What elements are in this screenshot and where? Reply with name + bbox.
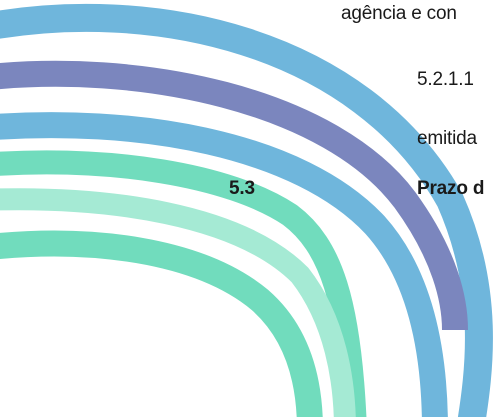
swoosh-band-indigo [0, 60, 468, 331]
swoosh-band-mint-bottom [0, 230, 323, 417]
swoosh-band-blue-inner [0, 112, 448, 417]
section-title: Prazo d [417, 178, 485, 199]
swoosh-band-blue-outer [0, 3, 493, 417]
text-line-emitida: emitida [417, 128, 477, 149]
clause-number-5-2-1-1: 5.2.1.1 [417, 69, 474, 90]
text-line-agencia: agência e con [341, 3, 457, 24]
section-number: 5.3 [229, 178, 255, 199]
swoosh-band-mint-light [0, 188, 356, 417]
swoosh-band-mint-top [0, 150, 367, 417]
